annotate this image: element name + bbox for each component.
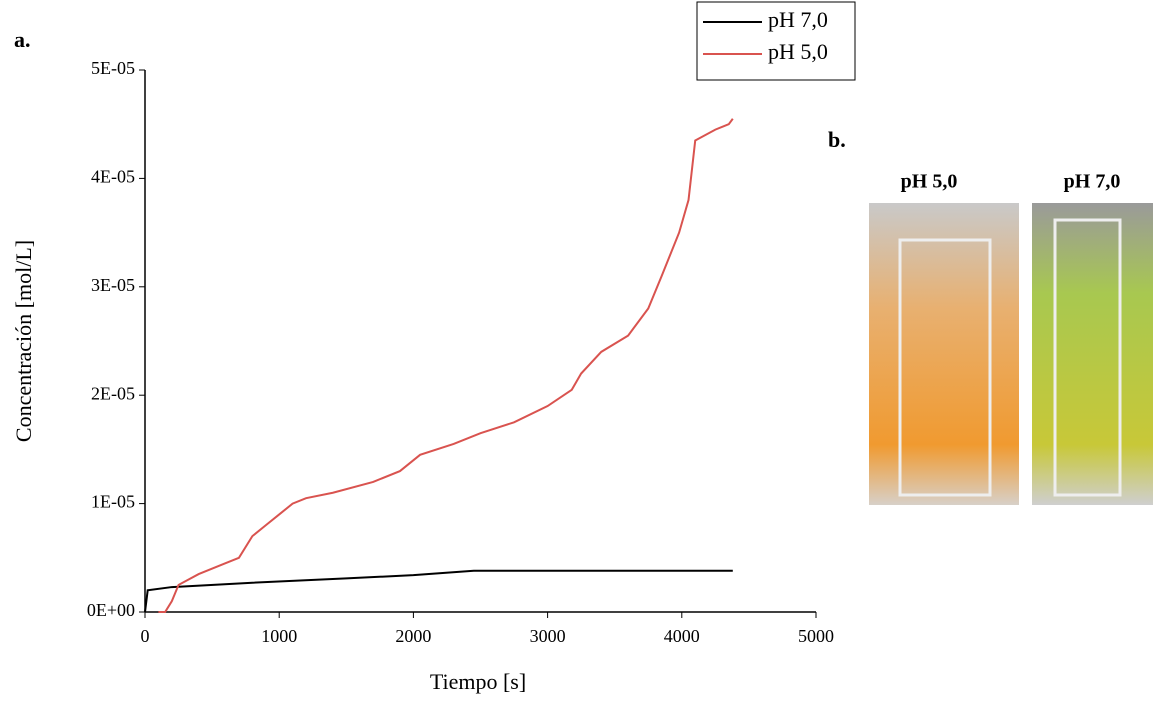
y-tick-label: 5E-05: [91, 58, 135, 78]
y-tick-label: 4E-05: [91, 167, 135, 187]
cuvette: [1053, 218, 1122, 497]
photo-ph5: [869, 203, 1019, 505]
line-series: [158, 118, 734, 613]
x-tick-label: 5000: [798, 626, 834, 646]
legend-label: pH 7,0: [768, 7, 828, 32]
x-tick-label: 3000: [530, 626, 566, 646]
photo-caption: pH 7,0: [1064, 171, 1121, 193]
panel-label: a.: [14, 27, 31, 52]
x-tick-label: 0: [141, 626, 150, 646]
cuvette: [898, 238, 992, 497]
y-tick-label: 2E-05: [91, 383, 135, 403]
x-tick-label: 4000: [664, 626, 700, 646]
x-axis-label: Tiempo [s]: [430, 669, 526, 694]
photo-ph7: [1032, 203, 1153, 505]
y-tick-label: 3E-05: [91, 275, 135, 295]
y-axis-label: Concentración [mol/L]: [11, 240, 36, 442]
legend-label: pH 5,0: [768, 39, 828, 64]
x-tick-label: 1000: [261, 626, 297, 646]
line-series: [144, 569, 733, 613]
y-tick-label: 0E+00: [87, 600, 135, 620]
x-tick-label: 2000: [395, 626, 431, 646]
legend: [696, 1, 856, 81]
panel-label: b.: [828, 127, 846, 152]
photo-caption: pH 5,0: [901, 171, 958, 193]
y-tick-label: 1E-05: [91, 492, 135, 512]
